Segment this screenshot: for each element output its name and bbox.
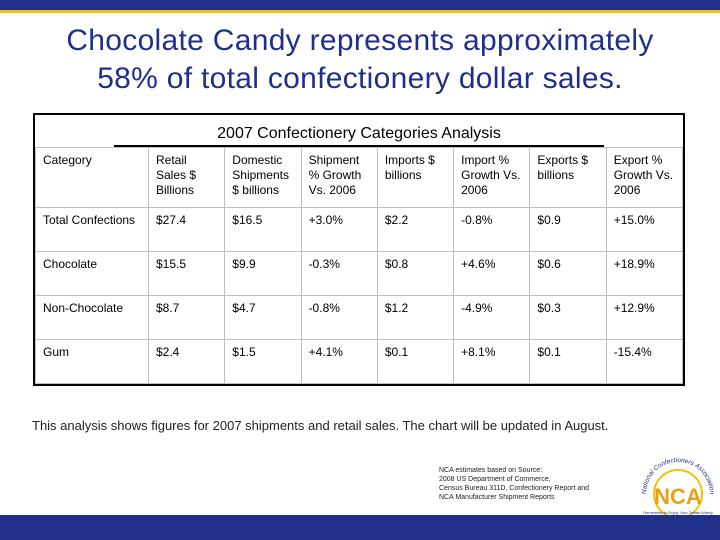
cell-export-growth: +15.0% xyxy=(605,207,684,252)
header-exports: Exports $ billions xyxy=(529,147,607,208)
top-accent-band xyxy=(0,0,720,10)
logo-tagline: Remember to Enjoy Your Treats Wisely xyxy=(643,510,713,515)
cell-shipment-growth: +3.0% xyxy=(300,207,378,252)
header-export-growth: Export % Growth Vs. 2006 xyxy=(605,147,684,208)
header-shipment-growth: Shipment % Growth Vs. 2006 xyxy=(300,147,378,208)
cell-domestic-shipments: $1.5 xyxy=(224,339,302,384)
cell-retail-sales: $8.7 xyxy=(147,295,226,340)
cell-shipment-growth: -0.3% xyxy=(300,251,378,296)
footnote-line: NCA estimates based on Source: xyxy=(439,467,543,474)
cell-import-growth: +4.6% xyxy=(453,251,531,296)
cell-category: Chocolate xyxy=(35,251,149,296)
table-header-row: Category Retail Sales $ Billions Domesti… xyxy=(35,147,684,208)
categories-table-frame: 2007 Confectionery Categories Analysis C… xyxy=(33,113,685,386)
cell-import-growth: +8.1% xyxy=(453,339,531,384)
cell-shipment-growth: -0.8% xyxy=(300,295,378,340)
logo-ring-icon xyxy=(653,469,703,518)
logo-text: NCA xyxy=(654,484,702,509)
table-title: 2007 Confectionery Categories Analysis xyxy=(114,115,604,147)
cell-domestic-shipments: $16.5 xyxy=(224,207,302,252)
footnote-line: Census Bureau 311D, Confectionery Report… xyxy=(439,485,590,492)
cell-retail-sales: $15.5 xyxy=(147,251,226,296)
cell-retail-sales: $2.4 xyxy=(147,339,226,384)
cell-exports: $0.1 xyxy=(529,339,607,384)
cell-export-growth: -15.4% xyxy=(605,339,684,384)
slide-title: Chocolate Candy represents approximately… xyxy=(10,22,710,98)
cell-imports: $0.8 xyxy=(376,251,455,296)
cell-imports: $0.1 xyxy=(376,339,455,384)
header-category: Category xyxy=(35,147,149,208)
analysis-note: This analysis shows figures for 2007 shi… xyxy=(32,418,609,433)
header-imports: Imports $ billions xyxy=(376,147,455,208)
table-row: Gum $2.4 $1.5 +4.1% $0.1 +8.1% $0.1 -15.… xyxy=(35,339,684,384)
slide-title-line-1: Chocolate Candy represents approximately xyxy=(66,24,654,57)
nca-logo: National Confectioners Association NCA R… xyxy=(641,457,715,518)
cell-import-growth: -4.9% xyxy=(453,295,531,340)
header-domestic-shipments: Domestic Shipments $ billions xyxy=(224,147,302,208)
cell-category: Non-Chocolate xyxy=(35,295,149,340)
footnote-line: 2008 US Department of Commerce, xyxy=(439,476,551,483)
header-import-growth: Import % Growth Vs. 2006 xyxy=(453,147,531,208)
table-row: Total Confections $27.4 $16.5 +3.0% $2.2… xyxy=(35,207,684,252)
cell-export-growth: +12.9% xyxy=(605,295,684,340)
source-footnote: NCA estimates based on Source: 2008 US D… xyxy=(439,466,624,502)
cell-shipment-growth: +4.1% xyxy=(300,339,378,384)
cell-exports: $0.6 xyxy=(529,251,607,296)
cell-exports: $0.3 xyxy=(529,295,607,340)
cell-imports: $1.2 xyxy=(376,295,455,340)
categories-table: Category Retail Sales $ Billions Domesti… xyxy=(35,147,684,384)
slide-title-line-2: 58% of total confectionery dollar sales. xyxy=(97,62,623,95)
cell-category: Gum xyxy=(35,339,149,384)
cell-domestic-shipments: $9.9 xyxy=(224,251,302,296)
cell-exports: $0.9 xyxy=(529,207,607,252)
cell-retail-sales: $27.4 xyxy=(147,207,226,252)
cell-import-growth: -0.8% xyxy=(453,207,531,252)
cell-domestic-shipments: $4.7 xyxy=(224,295,302,340)
header-retail-sales: Retail Sales $ Billions xyxy=(147,147,226,208)
footnote-line: NCA Manufacturer Shipment Reports xyxy=(439,494,555,501)
bottom-accent-band xyxy=(0,515,720,540)
cell-imports: $2.2 xyxy=(376,207,455,252)
table-row: Chocolate $15.5 $9.9 -0.3% $0.8 +4.6% $0… xyxy=(35,251,684,296)
cell-export-growth: +18.9% xyxy=(605,251,684,296)
cell-category: Total Confections xyxy=(35,207,149,252)
top-accent-stripe xyxy=(0,10,720,13)
table-row: Non-Chocolate $8.7 $4.7 -0.8% $1.2 -4.9%… xyxy=(35,295,684,340)
